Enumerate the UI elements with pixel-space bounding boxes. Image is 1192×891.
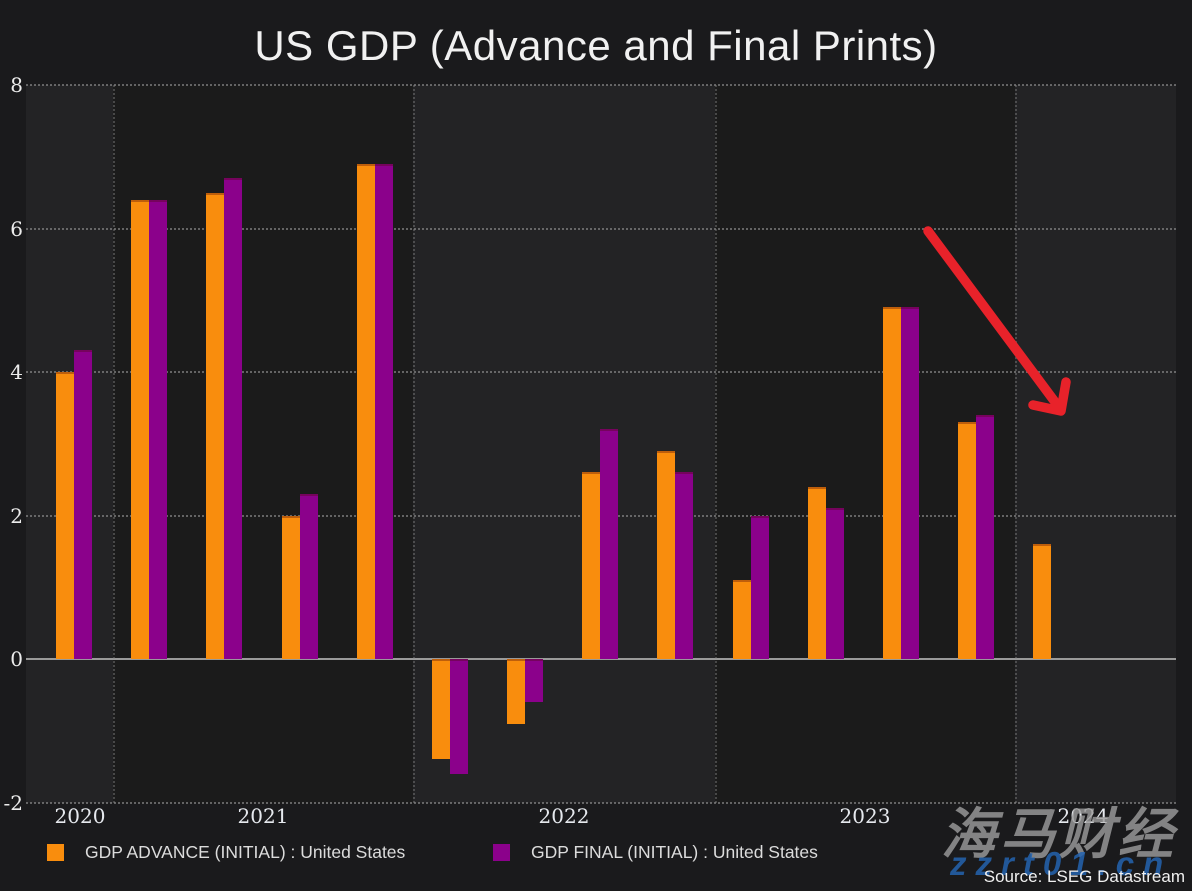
bar-advance-2021-q1 bbox=[131, 199, 150, 659]
bar-final-2022-q1 bbox=[449, 659, 468, 774]
bar-final-2021-q4 bbox=[374, 163, 393, 659]
y-tick-label-2: 2 bbox=[10, 503, 23, 528]
watermark-brand: 海马财经 bbox=[941, 803, 1178, 865]
bar-final-2023-q3 bbox=[900, 307, 919, 659]
chart-title: US GDP (Advance and Final Prints) bbox=[254, 22, 938, 69]
bar-final-2023-q2 bbox=[825, 508, 844, 659]
bar-advance-2023-q3 bbox=[882, 307, 901, 659]
legend-swatch-advance-icon bbox=[47, 843, 64, 861]
x-year-label-2023: 2023 bbox=[839, 804, 891, 828]
bar-advance-2022-q1 bbox=[431, 659, 450, 760]
bar-final-2022-q3 bbox=[600, 429, 619, 659]
bar-advance-2021-q4 bbox=[356, 163, 375, 659]
bar-advance-2023-q2 bbox=[807, 486, 826, 659]
bar-advance-2021-q2 bbox=[206, 192, 225, 659]
bar-final-2021-q1 bbox=[149, 199, 168, 659]
bar-final-2020-q4 bbox=[74, 350, 92, 659]
x-year-label-2021: 2021 bbox=[237, 804, 289, 828]
bar-final-2021-q2 bbox=[224, 178, 243, 659]
bar-advance-2023-q4 bbox=[958, 422, 977, 659]
y-tick-label-0: 0 bbox=[10, 647, 23, 671]
bar-advance-2022-q3 bbox=[582, 472, 601, 659]
y-tick-label-4: 4 bbox=[10, 360, 23, 384]
source-note: Source: LSEG Datastream bbox=[983, 867, 1185, 886]
gridline-v-2023 bbox=[715, 85, 717, 803]
x-year-label-2020: 2020 bbox=[54, 804, 106, 828]
bar-final-2023-q1 bbox=[750, 515, 769, 659]
bar-final-2021-q3 bbox=[299, 493, 318, 659]
bar-final-2022-q4 bbox=[675, 472, 694, 659]
bar-advance-2024-q1 bbox=[1033, 544, 1052, 659]
bar-advance-2022-q2 bbox=[507, 659, 526, 724]
zero-line bbox=[26, 658, 1176, 660]
bar-final-2022-q2 bbox=[525, 659, 544, 703]
legend-label-advance: GDP ADVANCE (INITIAL) : United States bbox=[85, 841, 406, 862]
x-year-label-2024: 2024 bbox=[1057, 804, 1109, 828]
gridline-h--2 bbox=[26, 801, 1176, 804]
legend-item-final: GDP FINAL (INITIAL) : United States bbox=[493, 842, 818, 862]
year-band-2024 bbox=[1015, 85, 1176, 803]
gridline-v-2021 bbox=[113, 85, 115, 803]
y-tick-label-6: 6 bbox=[10, 216, 23, 241]
legend-item-advance: GDP ADVANCE (INITIAL) : United States bbox=[47, 842, 405, 862]
gridline-h-6 bbox=[26, 227, 1176, 230]
legend-label-final: GDP FINAL (INITIAL) : United States bbox=[531, 841, 818, 862]
gridline-h-4 bbox=[26, 371, 1176, 373]
gridline-h-8 bbox=[26, 84, 1176, 86]
gridline-v-2024 bbox=[1015, 85, 1017, 803]
y-tick-label--2: -2 bbox=[3, 790, 23, 815]
gridline-v-2022 bbox=[413, 85, 415, 803]
y-tick-label-8: 8 bbox=[10, 73, 23, 97]
bar-advance-2023-q1 bbox=[732, 580, 751, 659]
bar-advance-2021-q3 bbox=[281, 515, 300, 659]
bar-advance-2020-q4 bbox=[56, 372, 74, 659]
watermark-site: zzrt01.cn bbox=[950, 845, 1173, 882]
legend-swatch-final-icon bbox=[493, 843, 510, 861]
x-year-label-2022: 2022 bbox=[538, 804, 590, 828]
bar-final-2023-q4 bbox=[976, 415, 995, 659]
bar-advance-2022-q4 bbox=[657, 450, 676, 659]
